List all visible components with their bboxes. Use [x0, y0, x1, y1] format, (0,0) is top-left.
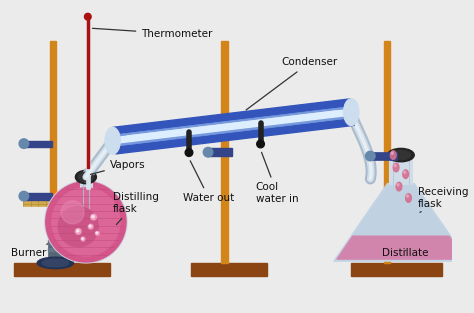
Bar — [383, 41, 391, 263]
Circle shape — [84, 13, 91, 20]
Circle shape — [91, 214, 96, 220]
Ellipse shape — [105, 127, 120, 154]
Text: Vapors: Vapors — [91, 160, 146, 174]
Ellipse shape — [394, 164, 396, 167]
Ellipse shape — [393, 163, 399, 172]
Text: Condenser: Condenser — [246, 58, 338, 110]
Ellipse shape — [388, 148, 414, 162]
Ellipse shape — [406, 194, 411, 202]
Bar — [191, 263, 267, 276]
Circle shape — [81, 237, 85, 241]
Ellipse shape — [407, 195, 409, 197]
Bar — [24, 141, 53, 147]
Text: Burner: Burner — [11, 244, 48, 258]
Bar — [48, 240, 63, 244]
Circle shape — [185, 149, 193, 156]
Polygon shape — [113, 109, 352, 144]
Ellipse shape — [37, 257, 73, 269]
Bar — [208, 148, 232, 156]
Circle shape — [61, 201, 84, 224]
Polygon shape — [113, 99, 355, 154]
Bar — [87, 15, 89, 168]
Bar — [48, 215, 63, 263]
Circle shape — [75, 228, 81, 234]
Circle shape — [19, 191, 28, 201]
Text: Receiving
flask: Receiving flask — [418, 187, 468, 212]
Circle shape — [77, 230, 79, 232]
Polygon shape — [334, 184, 468, 261]
Bar — [48, 248, 63, 251]
Polygon shape — [53, 195, 58, 206]
Bar — [14, 263, 110, 276]
Bar — [221, 41, 228, 263]
Polygon shape — [337, 236, 465, 259]
Circle shape — [96, 232, 98, 233]
Bar — [390, 155, 412, 184]
Circle shape — [82, 238, 83, 239]
Circle shape — [95, 231, 99, 235]
Polygon shape — [127, 111, 337, 140]
Bar — [48, 232, 63, 236]
Bar — [50, 41, 56, 263]
Ellipse shape — [404, 171, 406, 173]
Bar — [48, 217, 63, 221]
Text: Water out: Water out — [183, 161, 235, 203]
Circle shape — [203, 147, 213, 157]
Bar — [24, 193, 53, 200]
Text: Thermometer: Thermometer — [92, 28, 213, 39]
Ellipse shape — [344, 99, 359, 126]
Ellipse shape — [392, 150, 410, 160]
Circle shape — [365, 151, 375, 161]
Polygon shape — [113, 106, 353, 146]
Circle shape — [89, 225, 91, 227]
Circle shape — [92, 215, 94, 218]
Ellipse shape — [392, 152, 393, 154]
Circle shape — [257, 140, 264, 148]
Ellipse shape — [396, 182, 402, 191]
Bar — [370, 152, 397, 160]
Circle shape — [58, 207, 98, 247]
Bar — [48, 225, 63, 228]
Circle shape — [52, 188, 120, 256]
Circle shape — [88, 224, 93, 229]
Ellipse shape — [397, 183, 399, 186]
Ellipse shape — [78, 172, 93, 182]
Polygon shape — [52, 190, 59, 206]
Polygon shape — [334, 184, 468, 261]
Circle shape — [46, 182, 126, 262]
Bar — [351, 263, 442, 276]
Text: Distillate: Distillate — [382, 249, 428, 258]
Circle shape — [45, 181, 127, 263]
Bar — [23, 196, 97, 206]
Ellipse shape — [403, 170, 409, 178]
Ellipse shape — [42, 259, 69, 267]
Ellipse shape — [391, 151, 396, 159]
Bar — [80, 182, 91, 218]
Ellipse shape — [75, 170, 96, 184]
Text: Cool
water in: Cool water in — [256, 152, 299, 204]
Bar — [86, 15, 90, 189]
Text: Distilling
flask: Distilling flask — [113, 192, 158, 224]
Circle shape — [19, 139, 28, 148]
